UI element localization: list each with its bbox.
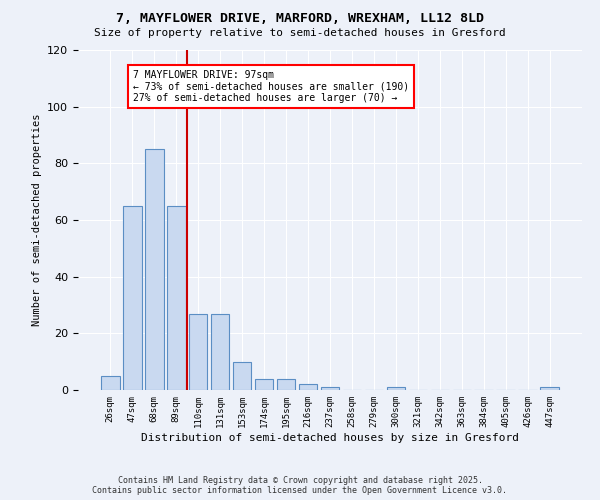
Bar: [255, 378, 274, 390]
Bar: [189, 314, 208, 390]
Text: 7, MAYFLOWER DRIVE, MARFORD, WREXHAM, LL12 8LD: 7, MAYFLOWER DRIVE, MARFORD, WREXHAM, LL…: [116, 12, 484, 26]
Bar: [145, 149, 164, 390]
Text: 7 MAYFLOWER DRIVE: 97sqm
← 73% of semi-detached houses are smaller (190)
27% of : 7 MAYFLOWER DRIVE: 97sqm ← 73% of semi-d…: [133, 70, 409, 103]
X-axis label: Distribution of semi-detached houses by size in Gresford: Distribution of semi-detached houses by …: [141, 432, 519, 442]
Text: Size of property relative to semi-detached houses in Gresford: Size of property relative to semi-detach…: [94, 28, 506, 38]
Bar: [101, 376, 119, 390]
Bar: [299, 384, 317, 390]
Bar: [167, 206, 185, 390]
Text: Contains HM Land Registry data © Crown copyright and database right 2025.
Contai: Contains HM Land Registry data © Crown c…: [92, 476, 508, 495]
Y-axis label: Number of semi-detached properties: Number of semi-detached properties: [32, 114, 41, 326]
Bar: [386, 387, 405, 390]
Bar: [320, 387, 340, 390]
Bar: [233, 362, 251, 390]
Bar: [123, 206, 142, 390]
Bar: [277, 378, 295, 390]
Bar: [541, 387, 559, 390]
Bar: [211, 314, 229, 390]
